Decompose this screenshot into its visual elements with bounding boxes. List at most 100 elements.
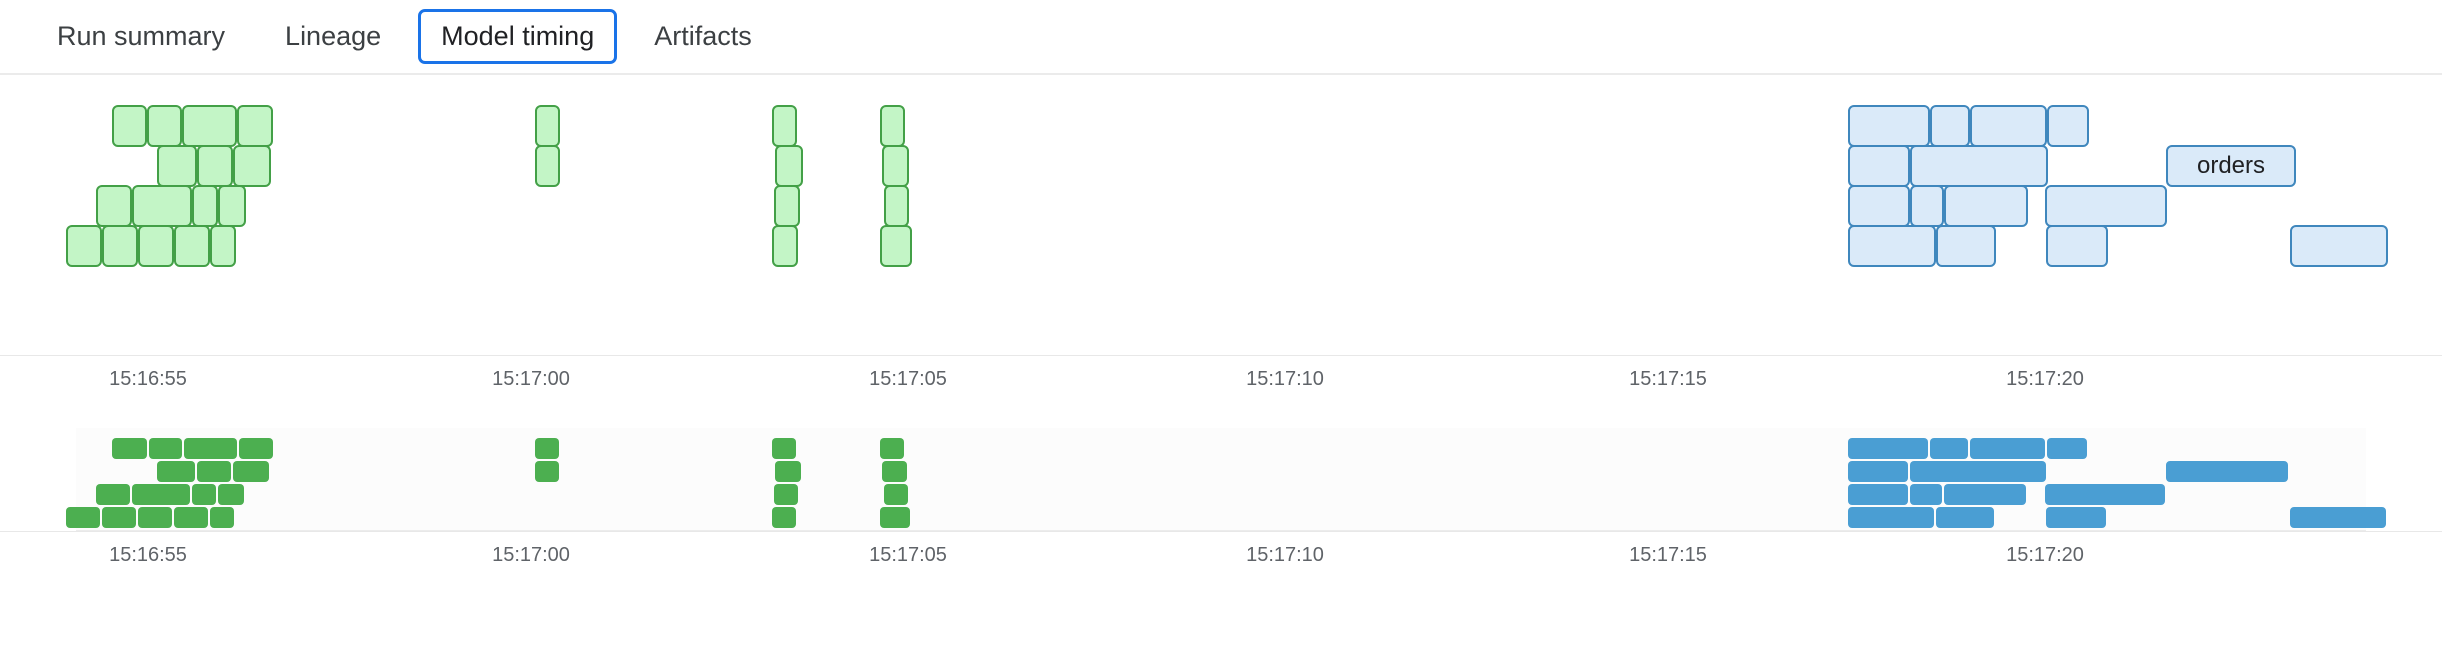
minimap-bar[interactable] bbox=[772, 507, 796, 528]
minimap-bar[interactable] bbox=[102, 507, 136, 528]
minimap-bar[interactable] bbox=[96, 484, 130, 505]
minimap-bar[interactable] bbox=[882, 461, 907, 482]
minimap-axis-tick-label: 15:17:15 bbox=[1629, 544, 1707, 566]
minimap-bar[interactable] bbox=[884, 484, 908, 505]
minimap-bar[interactable] bbox=[1936, 507, 1994, 528]
minimap-bar[interactable] bbox=[1944, 484, 2026, 505]
gantt-bar[interactable] bbox=[772, 225, 798, 267]
time-axis-tick-label: 15:17:05 bbox=[869, 368, 947, 390]
gantt-bar[interactable] bbox=[2045, 185, 2167, 227]
minimap-bar[interactable] bbox=[2290, 507, 2386, 528]
minimap-bar[interactable] bbox=[1848, 484, 1908, 505]
gantt-bar[interactable] bbox=[1936, 225, 1996, 267]
minimap-bar[interactable] bbox=[1848, 507, 1934, 528]
gantt-bar[interactable] bbox=[1910, 185, 1944, 227]
gantt-bar[interactable] bbox=[210, 225, 236, 267]
gantt-bar[interactable] bbox=[218, 185, 246, 227]
minimap-bar[interactable] bbox=[1930, 438, 1968, 459]
time-axis-minimap: 15:16:55 15:17:00 15:17:05 15:17:10 15:17:15… bbox=[0, 531, 2442, 576]
gantt-bar[interactable] bbox=[882, 145, 909, 187]
minimap-bar[interactable] bbox=[2046, 507, 2106, 528]
minimap-bar[interactable] bbox=[880, 507, 910, 528]
minimap-bar[interactable] bbox=[772, 438, 796, 459]
minimap-bar[interactable] bbox=[1848, 438, 1928, 459]
gantt-bar[interactable] bbox=[138, 225, 174, 267]
gantt-bar[interactable] bbox=[1848, 105, 1930, 147]
gantt-bar[interactable] bbox=[182, 105, 237, 147]
minimap-bar[interactable] bbox=[233, 461, 269, 482]
gantt-bar[interactable] bbox=[880, 105, 905, 147]
gantt-bar[interactable] bbox=[535, 105, 560, 147]
tab-run-summary[interactable]: Run summary bbox=[57, 21, 226, 51]
gantt-bar[interactable] bbox=[192, 185, 218, 227]
gantt-bar[interactable] bbox=[884, 185, 909, 227]
minimap-bar[interactable] bbox=[112, 438, 147, 459]
gantt-bar[interactable] bbox=[2046, 225, 2108, 267]
minimap-axis-tick-label: 15:16:55 bbox=[109, 544, 187, 566]
minimap-bar[interactable] bbox=[2045, 484, 2165, 505]
gantt-lane bbox=[0, 185, 2442, 227]
minimap-bar[interactable] bbox=[197, 461, 231, 482]
gantt-plot-area[interactable]: orders bbox=[0, 77, 2442, 355]
minimap-axis-tick-label: 15:17:10 bbox=[1246, 544, 1324, 566]
gantt-bar[interactable] bbox=[237, 105, 273, 147]
minimap-bar[interactable] bbox=[66, 507, 100, 528]
minimap-bar[interactable] bbox=[174, 507, 208, 528]
gantt-bar[interactable] bbox=[1848, 145, 1910, 187]
gantt-bar[interactable] bbox=[132, 185, 192, 227]
minimap-bar[interactable] bbox=[149, 438, 182, 459]
gantt-bar[interactable] bbox=[157, 145, 197, 187]
minimap-bar[interactable] bbox=[1848, 461, 1908, 482]
minimap-bar[interactable] bbox=[138, 507, 172, 528]
gantt-bar[interactable] bbox=[1944, 185, 2028, 227]
gantt-lane: orders bbox=[0, 145, 2442, 187]
minimap-bar[interactable] bbox=[192, 484, 216, 505]
tab-model-timing[interactable]: Model timing bbox=[418, 9, 618, 64]
gantt-bar[interactable] bbox=[880, 225, 912, 267]
minimap-bar[interactable] bbox=[1970, 438, 2045, 459]
minimap-bar[interactable] bbox=[774, 484, 798, 505]
gantt-bar[interactable] bbox=[1910, 145, 2048, 187]
minimap-bar[interactable] bbox=[880, 438, 904, 459]
minimap-bar[interactable] bbox=[1910, 484, 1942, 505]
minimap-bar[interactable] bbox=[2047, 438, 2087, 459]
gantt-bar[interactable] bbox=[772, 105, 797, 147]
gantt-bar[interactable] bbox=[66, 225, 102, 267]
gantt-bar[interactable] bbox=[1848, 225, 1936, 267]
gantt-bar[interactable] bbox=[535, 145, 560, 187]
minimap-bar[interactable] bbox=[535, 438, 559, 459]
minimap-bar[interactable] bbox=[1910, 461, 2046, 482]
minimap-bar[interactable] bbox=[184, 438, 237, 459]
minimap-bar[interactable] bbox=[132, 484, 190, 505]
minimap-bar[interactable] bbox=[239, 438, 273, 459]
gantt-bar[interactable] bbox=[1848, 185, 1910, 227]
gantt-bar[interactable] bbox=[1930, 105, 1970, 147]
gantt-bar[interactable] bbox=[174, 225, 210, 267]
gantt-bar[interactable] bbox=[147, 105, 182, 147]
minimap-bar[interactable] bbox=[535, 461, 559, 482]
gantt-bar[interactable] bbox=[2290, 225, 2388, 267]
gantt-bar[interactable] bbox=[775, 145, 803, 187]
time-axis-tick-label: 15:17:00 bbox=[492, 368, 570, 390]
gantt-bar[interactable] bbox=[233, 145, 271, 187]
minimap-bar[interactable] bbox=[775, 461, 801, 482]
time-axis-tick-label: 15:17:20 bbox=[2006, 368, 2084, 390]
tab-artifacts[interactable]: Artifacts bbox=[654, 21, 752, 51]
minimap-bar[interactable] bbox=[2166, 461, 2288, 482]
minimap-bar[interactable] bbox=[157, 461, 195, 482]
minimap-bar[interactable] bbox=[210, 507, 234, 528]
gantt-bar[interactable] bbox=[112, 105, 147, 147]
timeline-minimap[interactable]: 15:16:55 15:17:00 15:17:05 15:17:10 15:17:15… bbox=[0, 428, 2442, 566]
gantt-bar[interactable] bbox=[96, 185, 132, 227]
time-axis-tick-label: 15:17:10 bbox=[1246, 368, 1324, 390]
gantt-bar-orders[interactable]: orders bbox=[2166, 145, 2296, 187]
gantt-bar[interactable] bbox=[774, 185, 800, 227]
gantt-bar[interactable] bbox=[197, 145, 233, 187]
gantt-bar-label: orders bbox=[2196, 152, 2266, 179]
gantt-bar[interactable] bbox=[102, 225, 138, 267]
minimap-plot-area[interactable] bbox=[66, 428, 2386, 531]
tab-lineage[interactable]: Lineage bbox=[285, 21, 382, 51]
gantt-bar[interactable] bbox=[1970, 105, 2047, 147]
gantt-bar[interactable] bbox=[2047, 105, 2089, 147]
minimap-bar[interactable] bbox=[218, 484, 244, 505]
